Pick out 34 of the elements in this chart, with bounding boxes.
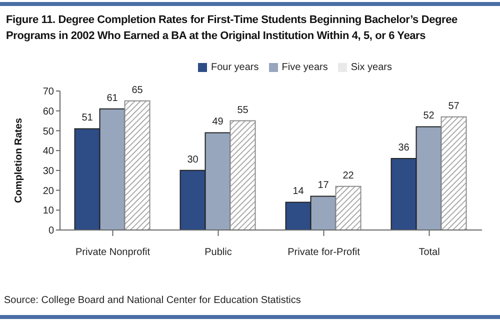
chart-title: Figure 11. Degree Completion Rates for First-Time Students Beginning Bachelor’s Degree Programs in 2002 Who Earned a BA at the Original Institution Within 4, 5, or 6 Years [6, 13, 458, 44]
bar [230, 120, 256, 230]
x-tick-label: Public [204, 247, 232, 258]
data-label: 49 [212, 116, 224, 128]
x-tick-label: Private Nonprofit [76, 247, 150, 258]
y-tick-label: 40 [42, 146, 54, 158]
legend-label: Four years [210, 62, 259, 73]
x-tick-label: Total [418, 247, 440, 258]
data-label: 65 [132, 84, 144, 96]
legend-label: Six years [350, 62, 392, 73]
y-tick-label: 50 [42, 126, 54, 138]
data-label: 55 [237, 104, 249, 116]
data-label: 30 [187, 154, 199, 166]
bar [335, 186, 362, 230]
data-label: 17 [318, 180, 330, 192]
data-label: 61 [106, 92, 118, 104]
data-label: 57 [448, 100, 460, 112]
data-label: 14 [292, 186, 304, 198]
legend-label: Five years [282, 62, 328, 73]
y-tick-label: 70 [42, 86, 54, 98]
data-label: 51 [82, 112, 94, 124]
bar [124, 100, 150, 230]
y-tick-label: 10 [42, 206, 54, 217]
y-tick-label: 0 [48, 226, 54, 237]
x-tick-label: Private for-Profit [288, 247, 360, 258]
data-label: 52 [423, 110, 435, 122]
y-tick-label: 30 [42, 166, 54, 177]
y-tick-label: 20 [42, 186, 54, 197]
bar [440, 116, 467, 230]
y-tick-label: 60 [42, 106, 54, 118]
data-label: 36 [398, 142, 410, 154]
data-label: 22 [342, 170, 354, 182]
y-axis-title: Completion Rates [14, 118, 25, 204]
source-note: Source: College Board and National Center for Education Statistics [4, 295, 301, 306]
